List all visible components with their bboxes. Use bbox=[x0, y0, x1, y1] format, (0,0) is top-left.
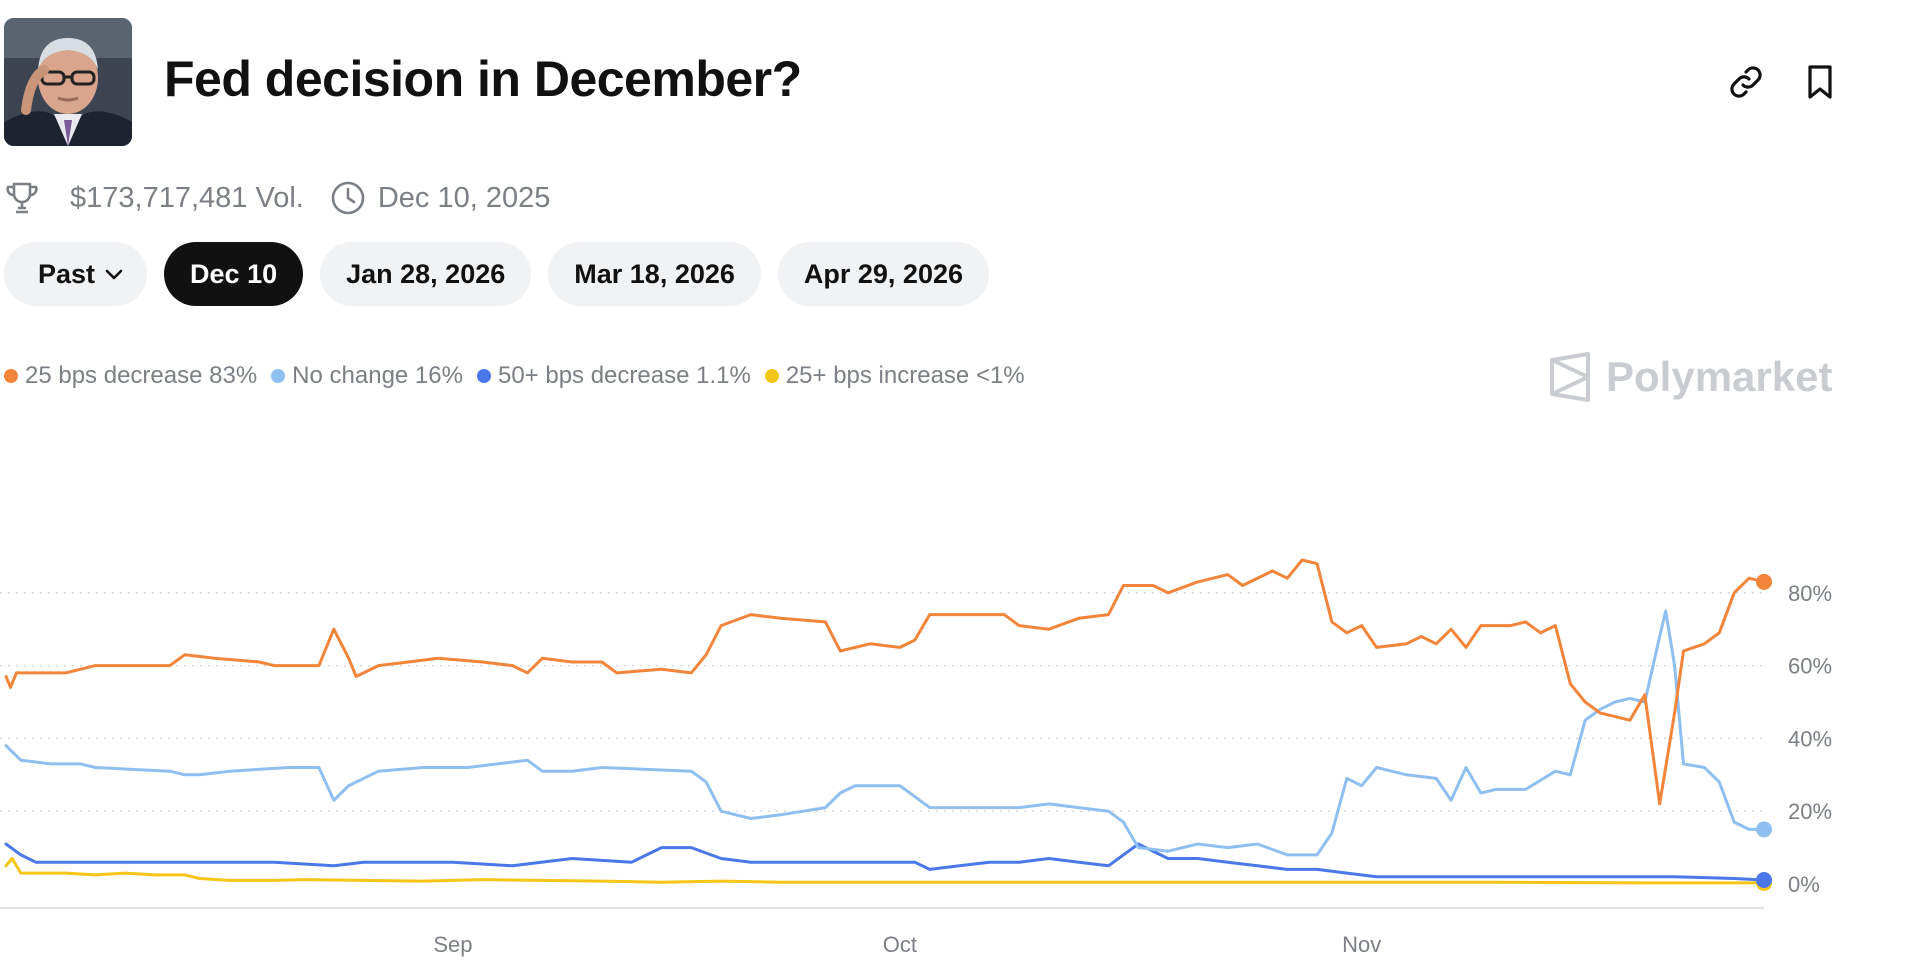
tab-dec-10[interactable]: Dec 10 bbox=[164, 242, 304, 306]
y-tick-label: 80% bbox=[1788, 581, 1832, 606]
polymarket-icon bbox=[1550, 352, 1590, 402]
y-tick-label: 40% bbox=[1788, 726, 1832, 751]
chevron-down-icon bbox=[105, 269, 123, 280]
volume-text: $173,717,481 Vol. bbox=[70, 181, 304, 214]
polymarket-logo: Polymarket bbox=[1548, 352, 1832, 402]
end-date-text: Dec 10, 2025 bbox=[377, 181, 551, 214]
y-tick-label: 20% bbox=[1788, 799, 1832, 824]
market-header: Fed decision in December? bbox=[4, 18, 1864, 146]
tab-label: Mar 18, 2026 bbox=[574, 258, 735, 289]
tab-apr-29-2026[interactable]: Apr 29, 2026 bbox=[777, 242, 989, 306]
past-dropdown-button[interactable]: Past bbox=[4, 242, 148, 306]
legend-label: 25 bps decrease 83% bbox=[25, 362, 258, 389]
legend-dot bbox=[271, 369, 286, 383]
series-line bbox=[4, 558, 1766, 806]
bookmark-icon[interactable] bbox=[1800, 62, 1840, 102]
legend-label: 25+ bps increase <1% bbox=[785, 362, 1025, 389]
legend-dot bbox=[764, 369, 779, 383]
brand-name: Polymarket bbox=[1606, 353, 1833, 400]
past-label: Past bbox=[38, 258, 96, 289]
legend-item[interactable]: No change 16% bbox=[271, 362, 463, 390]
legend-item[interactable]: 25+ bps increase <1% bbox=[764, 362, 1025, 390]
tab-label: Dec 10 bbox=[190, 258, 278, 289]
page-title: Fed decision in December? bbox=[164, 51, 802, 107]
series-line bbox=[4, 857, 1766, 885]
y-tick-label: 0% bbox=[1788, 872, 1820, 897]
market-meta: $173,717,481 Vol. Dec 10, 2025 bbox=[4, 178, 550, 218]
series-end-point bbox=[1756, 821, 1772, 838]
probability-chart: 0% 20% 40% 60% 80% Sep Oct Nov bbox=[0, 558, 1832, 957]
series-end-point bbox=[1756, 573, 1772, 590]
legend-item[interactable]: 50+ bps decrease 1.1% bbox=[476, 362, 751, 390]
legend-dot bbox=[476, 369, 491, 383]
tab-mar-18-2026[interactable]: Mar 18, 2026 bbox=[548, 242, 761, 306]
x-tick-label: Nov bbox=[1342, 932, 1381, 957]
avatar bbox=[4, 18, 132, 146]
clock-icon bbox=[330, 180, 366, 216]
tab-label: Jan 28, 2026 bbox=[346, 258, 506, 289]
trophy-icon bbox=[4, 180, 40, 216]
y-tick-label: 60% bbox=[1788, 654, 1832, 679]
series-line bbox=[4, 609, 1766, 857]
legend-label: 50+ bps decrease 1.1% bbox=[497, 362, 751, 389]
series-line bbox=[4, 842, 1766, 882]
x-tick-label: Sep bbox=[433, 932, 472, 957]
tab-label: Apr 29, 2026 bbox=[803, 258, 963, 289]
legend-item[interactable]: 25 bps decrease 83% bbox=[4, 362, 257, 390]
tab-jan-28-2026[interactable]: Jan 28, 2026 bbox=[320, 242, 532, 306]
date-tabs: Past Dec 10 Jan 28, 2026 Mar 18, 2026 Ap… bbox=[4, 242, 989, 306]
legend-label: No change 16% bbox=[292, 362, 463, 389]
series-end-point bbox=[1756, 871, 1772, 888]
legend-dot bbox=[4, 369, 18, 383]
link-icon[interactable] bbox=[1726, 62, 1766, 102]
chart-legend: 25 bps decrease 83% No change 16% 50+ bp… bbox=[4, 362, 1039, 390]
x-tick-label: Oct bbox=[883, 932, 917, 957]
